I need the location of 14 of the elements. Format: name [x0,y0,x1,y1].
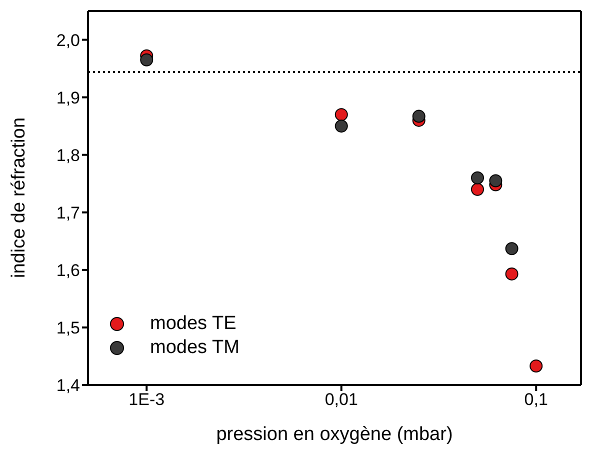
y-tick-label: 1,4 [56,376,80,396]
y-tick-label: 1,9 [56,88,80,108]
x-axis-title: pression en oxygène (mbar) [216,424,453,445]
x-tick-label: 1E-3 [128,390,165,410]
y-tick-label: 2,0 [56,30,80,50]
legend-label: modes TE [150,312,236,336]
y-axis-title: indice de réfraction [8,117,30,278]
legend-label: modes TM [150,336,240,360]
y-tick-label: 1,5 [56,318,80,338]
x-tick-label: 0,01 [324,390,358,410]
y-tick-label: 1,8 [56,146,80,165]
y-tick-label: 1,6 [56,260,80,280]
x-tick-label: 0,1 [524,390,548,410]
y-tick-label: 1,7 [56,203,80,222]
